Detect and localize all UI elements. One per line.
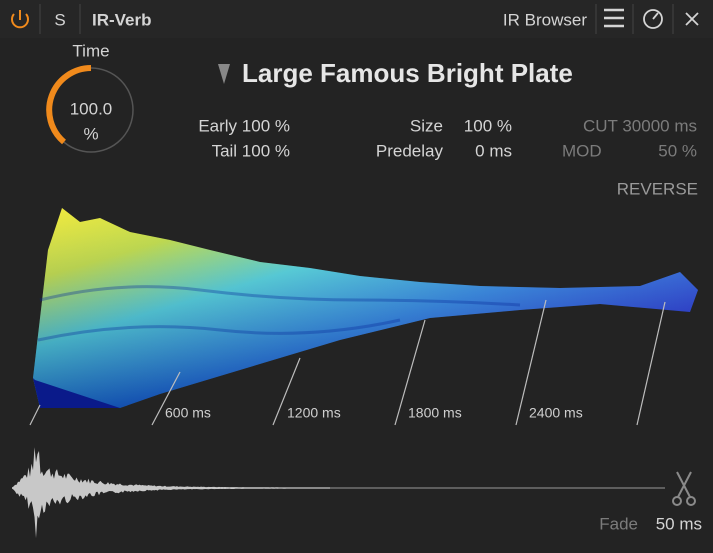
knob-value: 100.0	[70, 99, 113, 118]
fade-value[interactable]: 50 ms	[656, 514, 702, 533]
waterfall-display	[33, 208, 698, 408]
time-axis-label: 2400 ms	[529, 405, 583, 421]
time-axis-label: 1800 ms	[408, 405, 462, 421]
knob-mode-button[interactable]	[643, 9, 663, 29]
reverse-button[interactable]: REVERSE	[617, 179, 698, 198]
predelay-value[interactable]: 0 ms	[475, 141, 512, 160]
power-button[interactable]	[11, 10, 29, 29]
menu-button[interactable]	[604, 8, 624, 28]
predelay-label: Predelay	[376, 141, 444, 160]
size-label: Size	[410, 116, 443, 135]
solo-button[interactable]: S	[54, 10, 65, 29]
fade-label: Fade	[599, 514, 638, 533]
header-bar	[0, 0, 713, 38]
ir-browser-button[interactable]: IR Browser	[503, 10, 587, 29]
tail-param[interactable]: Tail 100 %	[212, 141, 290, 160]
size-value[interactable]: 100 %	[464, 116, 512, 135]
cut-param[interactable]: CUT 30000 ms	[583, 116, 697, 135]
early-param[interactable]: Early 100 %	[198, 116, 290, 135]
waveform	[12, 447, 330, 539]
trim-button[interactable]	[672, 471, 696, 506]
time-axis-label: 600 ms	[165, 405, 211, 421]
time-axis	[29, 299, 666, 426]
preset-arrow[interactable]	[218, 64, 230, 84]
knob-label: Time	[72, 41, 109, 60]
preset-name[interactable]: Large Famous Bright Plate	[242, 58, 573, 88]
mod-label: MOD	[562, 141, 602, 160]
knob-unit: %	[83, 124, 98, 143]
plugin-name: IR-Verb	[92, 10, 152, 29]
time-knob[interactable]	[46, 65, 134, 153]
time-axis-label: 1200 ms	[287, 405, 341, 421]
close-button[interactable]	[685, 12, 699, 26]
mod-value[interactable]: 50 %	[658, 141, 697, 160]
